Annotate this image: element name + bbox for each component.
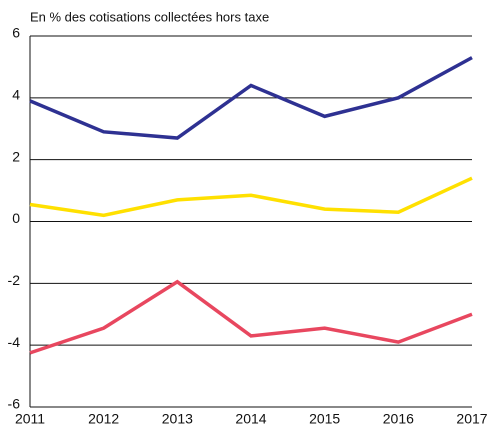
x-tick-label: 2014: [235, 411, 266, 427]
y-tick-label: -4: [8, 334, 21, 350]
x-tick-label: 2017: [456, 411, 487, 427]
x-tick-label: 2011: [15, 411, 45, 427]
chart-title: En % des cotisations collectées hors tax…: [30, 9, 269, 24]
series-line: [29, 176, 473, 218]
x-tick-label: 2015: [309, 411, 340, 427]
y-tick-label: 0: [12, 210, 20, 226]
y-tick-label: -2: [8, 272, 21, 288]
x-tick-label: 2016: [383, 411, 414, 427]
x-tick-label: 2013: [162, 411, 193, 427]
y-tick-label: 6: [12, 25, 20, 41]
x-tick-label: 2012: [88, 411, 119, 427]
series-line: [29, 279, 473, 355]
y-tick-label: 2: [12, 148, 20, 164]
y-tick-label: -6: [8, 396, 21, 412]
series-line: [29, 56, 473, 140]
y-tick-label: 4: [12, 87, 20, 103]
